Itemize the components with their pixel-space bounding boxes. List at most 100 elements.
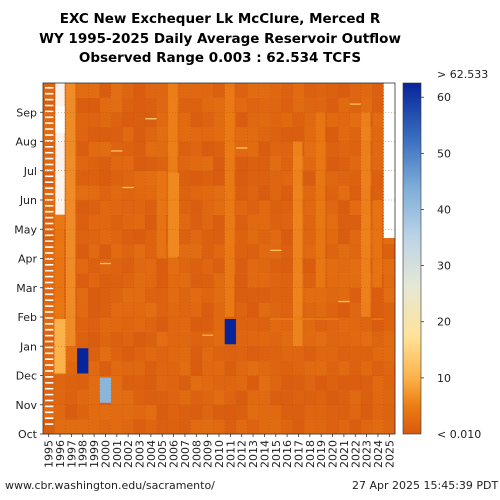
heat-cell [111,229,123,245]
heat-cell [65,360,78,376]
heat-cell [43,419,55,435]
heat-cell [338,200,350,215]
heat-cell [224,375,237,391]
heat-cell [179,83,191,98]
heat-cell [156,287,169,303]
missing-tick [45,222,54,225]
heat-cell [315,331,328,347]
heat-cell [349,346,362,362]
heat-streak [349,103,361,105]
heat-cell [111,273,123,289]
heat-cell [247,141,260,157]
missing-tick [45,346,54,349]
missing-tick [45,151,54,154]
heat-cell [315,346,328,362]
heat-cell [236,229,248,245]
missing-tick [45,370,54,372]
heat-cell [326,331,339,347]
heat-cell [383,302,396,318]
heat-cell [304,390,316,406]
colorbar-tick-label: 20 [437,316,451,329]
heat-cell [88,83,101,98]
heat-cell [190,112,203,128]
heat-cell [88,112,101,128]
heat-cell [270,287,282,303]
heat-cell [133,390,146,406]
heat-cell [247,346,260,362]
x-tick-label: 2018 [304,440,317,468]
x-tick-label: 2007 [179,440,192,468]
heat-cell [43,390,55,406]
y-tick-label: May [14,223,37,236]
heat-cell [179,200,191,215]
heat-cell [292,404,305,420]
heat-cell [247,360,260,376]
heat-cell [304,141,316,157]
heat-cell [122,360,135,376]
heat-cell [201,185,214,201]
heat-cell [111,243,123,259]
heat-cell [349,287,362,303]
heat-cell [201,83,214,98]
heat-cell [122,141,135,157]
x-tick-label: 1995 [43,440,56,468]
missing-tick [45,317,54,319]
heat-cell [247,243,260,259]
heat-cell [224,404,237,420]
heat-cell [281,126,294,142]
heat-cell [145,375,157,391]
heat-cell [360,419,373,435]
heat-cell [167,317,180,332]
heat-cell [281,112,294,128]
heat-cell [122,83,135,98]
heat-cell [133,360,146,376]
heat-cell [99,419,112,435]
heat-cell [326,258,339,274]
heat-cell [88,375,101,391]
heat-cell [43,83,55,98]
x-tick-label: 2024 [372,440,385,468]
heat-cell [349,229,362,245]
heat-cell [304,126,316,142]
heat-cell [156,126,169,142]
heat-cell [77,156,89,172]
heat-cell [156,375,169,391]
heat-cell [338,360,350,376]
missing-tick [45,87,54,89]
heat-cell [292,346,305,362]
heat-cell [201,170,214,186]
heat-cell [156,156,169,172]
heat-cell [326,170,339,186]
heat-cell-highlight [224,319,237,345]
heat-cell [372,390,384,406]
heat-cell [167,404,180,420]
heat-cell [145,273,157,289]
heat-cell [326,112,339,128]
heat-cell [270,214,282,230]
heat-cell [99,156,112,172]
x-tick-label: 1999 [88,440,101,468]
heat-cell [111,404,123,420]
heat-cell [258,112,271,128]
heat-cell [236,200,248,215]
y-tick-label: Jun [19,194,37,207]
missing-tick [45,140,54,142]
heat-cell [190,302,203,318]
heat-cell [167,273,180,289]
heat-cell [179,346,191,362]
heat-cell [304,331,316,347]
heat-cell [133,375,146,391]
heat-cell [292,83,305,98]
heat-cell [372,346,384,362]
heat-cell [190,404,203,420]
heat-cell [88,302,101,318]
heat-cell [270,112,282,128]
heat-cell [65,404,78,420]
heat-cell [77,112,89,128]
heat-cell [281,141,294,157]
heat-cell [145,83,157,98]
heat-cell [156,97,169,113]
heat-cell [292,126,305,142]
heat-cell [236,97,248,113]
heat-cell [281,214,294,230]
